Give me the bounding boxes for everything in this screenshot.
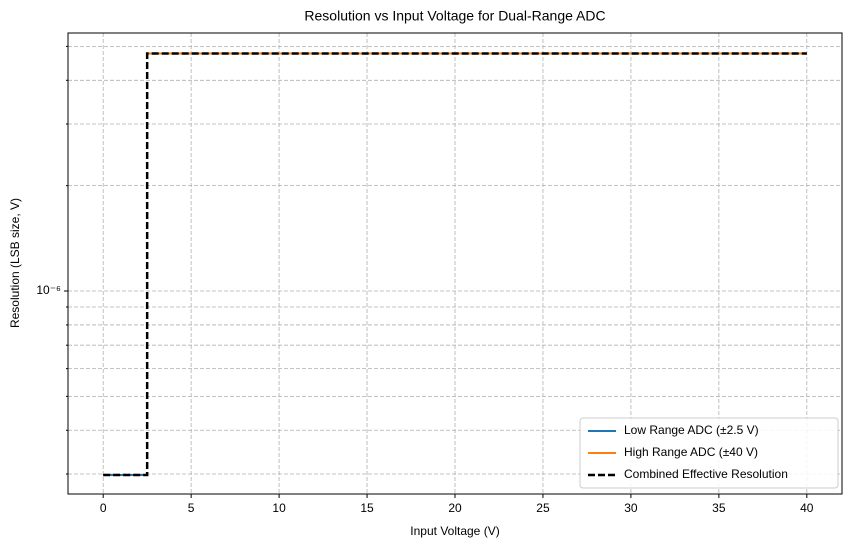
x-axis-label: Input Voltage (V): [410, 524, 499, 538]
legend-label: Low Range ADC (±2.5 V): [624, 423, 759, 437]
x-tick-label: 15: [360, 501, 374, 515]
x-tick-label: 35: [712, 501, 726, 515]
x-tick-label: 30: [624, 501, 638, 515]
line-series: [103, 52, 807, 477]
x-tick-label: 25: [536, 501, 550, 515]
legend-label: Combined Effective Resolution: [624, 467, 788, 481]
x-tick-label: 0: [100, 501, 107, 515]
chart-title: Resolution vs Input Voltage for Dual-Ran…: [304, 8, 605, 24]
x-tick-label: 40: [800, 501, 814, 515]
x-tick-label: 5: [188, 501, 195, 515]
x-tick-label: 20: [448, 501, 462, 515]
legend-box: [579, 417, 839, 489]
y-tick-label: 10⁻⁶: [36, 283, 61, 297]
y-axis-label: Resolution (LSB size, V): [8, 198, 22, 328]
plot-frame: [67, 32, 843, 495]
legend-label: High Range ADC (±40 V): [624, 445, 758, 459]
x-tick-label: 10: [272, 501, 286, 515]
